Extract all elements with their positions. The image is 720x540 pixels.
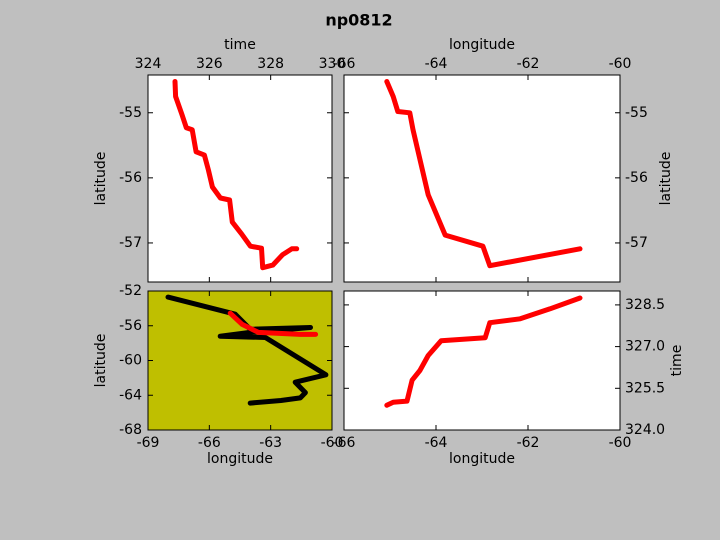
track-line bbox=[384, 295, 583, 408]
x-tick-label: -63 bbox=[259, 435, 282, 451]
x-tick-label: 328 bbox=[257, 56, 284, 72]
x-tick-label: 326 bbox=[196, 56, 223, 72]
y-tick-label: -55 bbox=[625, 105, 648, 121]
x-tick-label: -62 bbox=[517, 435, 540, 451]
y-tick-label: -64 bbox=[119, 387, 142, 403]
y-tick-label: -52 bbox=[119, 283, 142, 299]
x-tick-label: -60 bbox=[321, 435, 344, 451]
y-tick-label: 327.0 bbox=[625, 339, 665, 355]
y-tick-label: -56 bbox=[119, 170, 142, 186]
x-tick-label: -60 bbox=[609, 435, 632, 451]
x-tick-label: -66 bbox=[198, 435, 221, 451]
y-tick-label: -56 bbox=[119, 318, 142, 334]
y-axis-label: latitude bbox=[658, 152, 674, 206]
x-axis-label: longitude bbox=[449, 451, 515, 467]
y-tick-label: -56 bbox=[625, 170, 648, 186]
y-tick-label: -55 bbox=[119, 105, 142, 121]
y-tick-label: 324.0 bbox=[625, 422, 665, 438]
plot-area bbox=[148, 75, 332, 282]
x-tick-label: 324 bbox=[135, 56, 162, 72]
figure-title: np0812 bbox=[325, 11, 392, 30]
y-tick-label: 325.5 bbox=[625, 380, 665, 396]
axes-frame bbox=[147, 290, 333, 431]
y-tick-label: 328.5 bbox=[625, 297, 665, 313]
x-tick-label: -62 bbox=[517, 56, 540, 72]
x-tick-label: -60 bbox=[609, 56, 632, 72]
y-tick-label: -68 bbox=[119, 422, 142, 438]
x-axis-label: time bbox=[224, 37, 256, 53]
x-tick-label: -69 bbox=[137, 435, 160, 451]
axes-frame bbox=[147, 74, 333, 283]
x-axis-label: longitude bbox=[449, 37, 515, 53]
y-tick-label: -57 bbox=[625, 235, 648, 251]
y-axis-label: time bbox=[669, 345, 685, 377]
x-tick-label: -66 bbox=[333, 56, 356, 72]
y-axis-label: latitude bbox=[93, 152, 109, 206]
track-line bbox=[172, 79, 300, 271]
y-tick-label: -60 bbox=[119, 353, 142, 369]
x-tick-label: -64 bbox=[425, 56, 448, 72]
axes-frame bbox=[343, 74, 621, 283]
x-tick-label: 330 bbox=[319, 56, 346, 72]
plot-area bbox=[344, 291, 620, 430]
track-line bbox=[384, 79, 583, 269]
x-axis-label: longitude bbox=[207, 451, 273, 467]
track-line bbox=[227, 310, 319, 337]
axes-frame bbox=[343, 290, 621, 431]
y-axis-label: latitude bbox=[93, 334, 109, 388]
y-tick-label: -57 bbox=[119, 235, 142, 251]
x-tick-label: -66 bbox=[333, 435, 356, 451]
x-tick-label: -64 bbox=[425, 435, 448, 451]
